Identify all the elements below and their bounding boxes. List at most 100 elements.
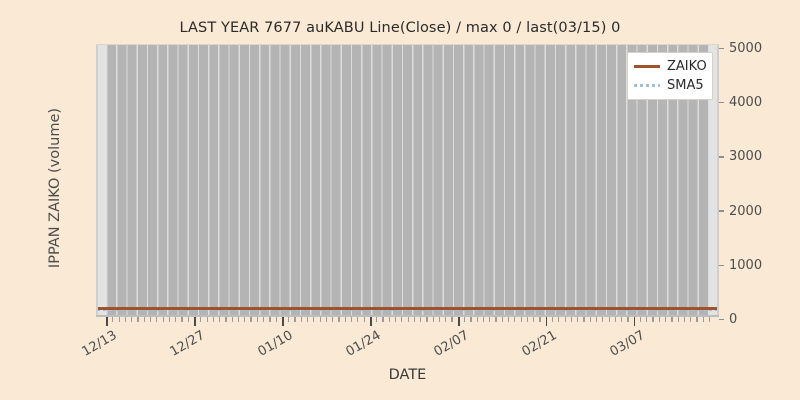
- legend-line-icon-sma5: [634, 81, 660, 91]
- x-minor-tick: [269, 317, 271, 322]
- x-minor-tick: [476, 317, 478, 322]
- y-tick-mark: [719, 101, 724, 104]
- x-minor-tick: [206, 317, 208, 322]
- legend-item-zaiko[interactable]: ZAIKO: [634, 57, 707, 76]
- x-minor-tick: [426, 317, 428, 322]
- x-minor-tick: [445, 317, 447, 322]
- x-minor-tick: [143, 317, 145, 322]
- y-tick-label: 3000: [729, 149, 763, 165]
- chart-title: LAST YEAR 7677 auKABU Line(Close) / max …: [179, 20, 621, 36]
- x-minor-tick: [124, 317, 127, 322]
- chart-legend[interactable]: ZAIKO SMA5: [627, 52, 713, 100]
- x-minor-tick: [363, 317, 365, 322]
- x-minor-tick: [294, 317, 296, 322]
- legend-line-icon-zaiko: [634, 62, 660, 72]
- x-tick-label: 12/13: [79, 328, 120, 360]
- x-minor-tick: [149, 317, 152, 322]
- y-tick-mark: [719, 318, 724, 321]
- x-minor-tick: [357, 317, 359, 322]
- x-minor-tick: [621, 317, 623, 322]
- x-minor-tick: [683, 317, 686, 322]
- y-tick-label: 5000: [729, 41, 763, 56]
- x-axis-tick-labels: 12/13 12/27 01/10 01/24 02/07 02/21 03/07: [80, 328, 718, 368]
- x-minor-tick: [219, 317, 221, 322]
- x-minor-tick: [256, 317, 258, 322]
- x-minor-tick: [665, 317, 667, 322]
- x-minor-tick: [300, 317, 302, 322]
- x-minor-tick: [237, 317, 240, 322]
- legend-label-zaiko: ZAIKO: [667, 59, 707, 74]
- y-axis-label: IPPAN ZAIKO (volume): [47, 107, 63, 269]
- x-minor-tick: [319, 317, 321, 322]
- x-minor-tick: [200, 317, 202, 322]
- y-tick-label: 2000: [729, 203, 763, 219]
- x-minor-tick: [564, 317, 566, 322]
- x-tick-label: 02/21: [519, 328, 560, 360]
- x-minor-tick: [495, 317, 497, 322]
- plot-right-margin-band: [709, 45, 718, 316]
- x-minor-tick: [168, 317, 170, 322]
- x-minor-tick: [482, 317, 485, 322]
- x-minor-tick: [112, 317, 114, 322]
- y-tick: 0: [719, 309, 737, 327]
- x-minor-tick: [539, 317, 541, 322]
- x-minor-tick: [501, 317, 503, 322]
- x-minor-tick: [702, 317, 704, 322]
- x-minor-tick: [118, 317, 120, 322]
- x-minor-tick: [589, 317, 591, 322]
- x-minor-tick: [187, 317, 189, 322]
- x-tick-label: 03/07: [607, 328, 648, 360]
- x-minor-tick: [325, 317, 328, 322]
- x-minor-tick: [558, 317, 560, 322]
- x-minor-tick: [570, 317, 572, 322]
- x-minor-tick: [489, 317, 491, 322]
- legend-item-sma5[interactable]: SMA5: [634, 76, 706, 95]
- x-minor-tick: [451, 317, 453, 322]
- y-tick-mark: [719, 210, 724, 212]
- x-minor-tick: [313, 317, 315, 322]
- x-minor-tick: [137, 317, 139, 322]
- x-minor-tick: [652, 317, 654, 322]
- x-minor-tick: [520, 317, 522, 322]
- x-axis-label: DATE: [388, 367, 427, 383]
- x-minor-tick: [307, 317, 309, 322]
- series-line-zaiko: [97, 307, 718, 310]
- y-tick: 2000: [719, 201, 762, 219]
- x-minor-tick: [263, 317, 265, 322]
- y-tick-label: 0: [729, 312, 738, 327]
- x-minor-tick: [332, 317, 334, 322]
- x-minor-tick: [225, 317, 227, 322]
- x-minor-tick: [250, 317, 252, 322]
- x-axis-minor-ticks: [97, 317, 718, 323]
- x-minor-tick: [709, 317, 711, 322]
- x-minor-tick: [470, 317, 472, 322]
- x-tick-label: 01/24: [343, 328, 384, 360]
- x-minor-tick: [696, 317, 698, 322]
- x-minor-tick: [608, 317, 610, 322]
- x-major-tick: [106, 317, 108, 326]
- x-tick-label: 02/07: [431, 328, 472, 360]
- y-tick-mark: [719, 47, 724, 50]
- x-minor-tick: [577, 317, 579, 322]
- x-minor-tick: [162, 317, 164, 322]
- plot-left-margin-band: [97, 45, 106, 316]
- x-minor-tick: [344, 317, 346, 322]
- x-minor-tick: [514, 317, 516, 322]
- x-minor-tick: [690, 317, 692, 322]
- x-minor-tick: [376, 317, 378, 322]
- x-minor-tick: [464, 317, 466, 322]
- y-tick: 3000: [719, 146, 762, 164]
- x-minor-tick: [382, 317, 384, 322]
- axis-spine-left: [96, 45, 98, 317]
- legend-label-sma5: SMA5: [667, 78, 704, 93]
- x-minor-tick: [420, 317, 422, 322]
- x-minor-tick: [677, 317, 679, 322]
- x-minor-tick: [413, 317, 415, 322]
- x-minor-tick: [432, 317, 434, 322]
- x-major-tick: [281, 317, 284, 326]
- x-minor-tick: [388, 317, 390, 322]
- x-major-tick: [545, 317, 548, 326]
- x-minor-tick: [526, 317, 529, 322]
- plot-area[interactable]: [97, 45, 718, 316]
